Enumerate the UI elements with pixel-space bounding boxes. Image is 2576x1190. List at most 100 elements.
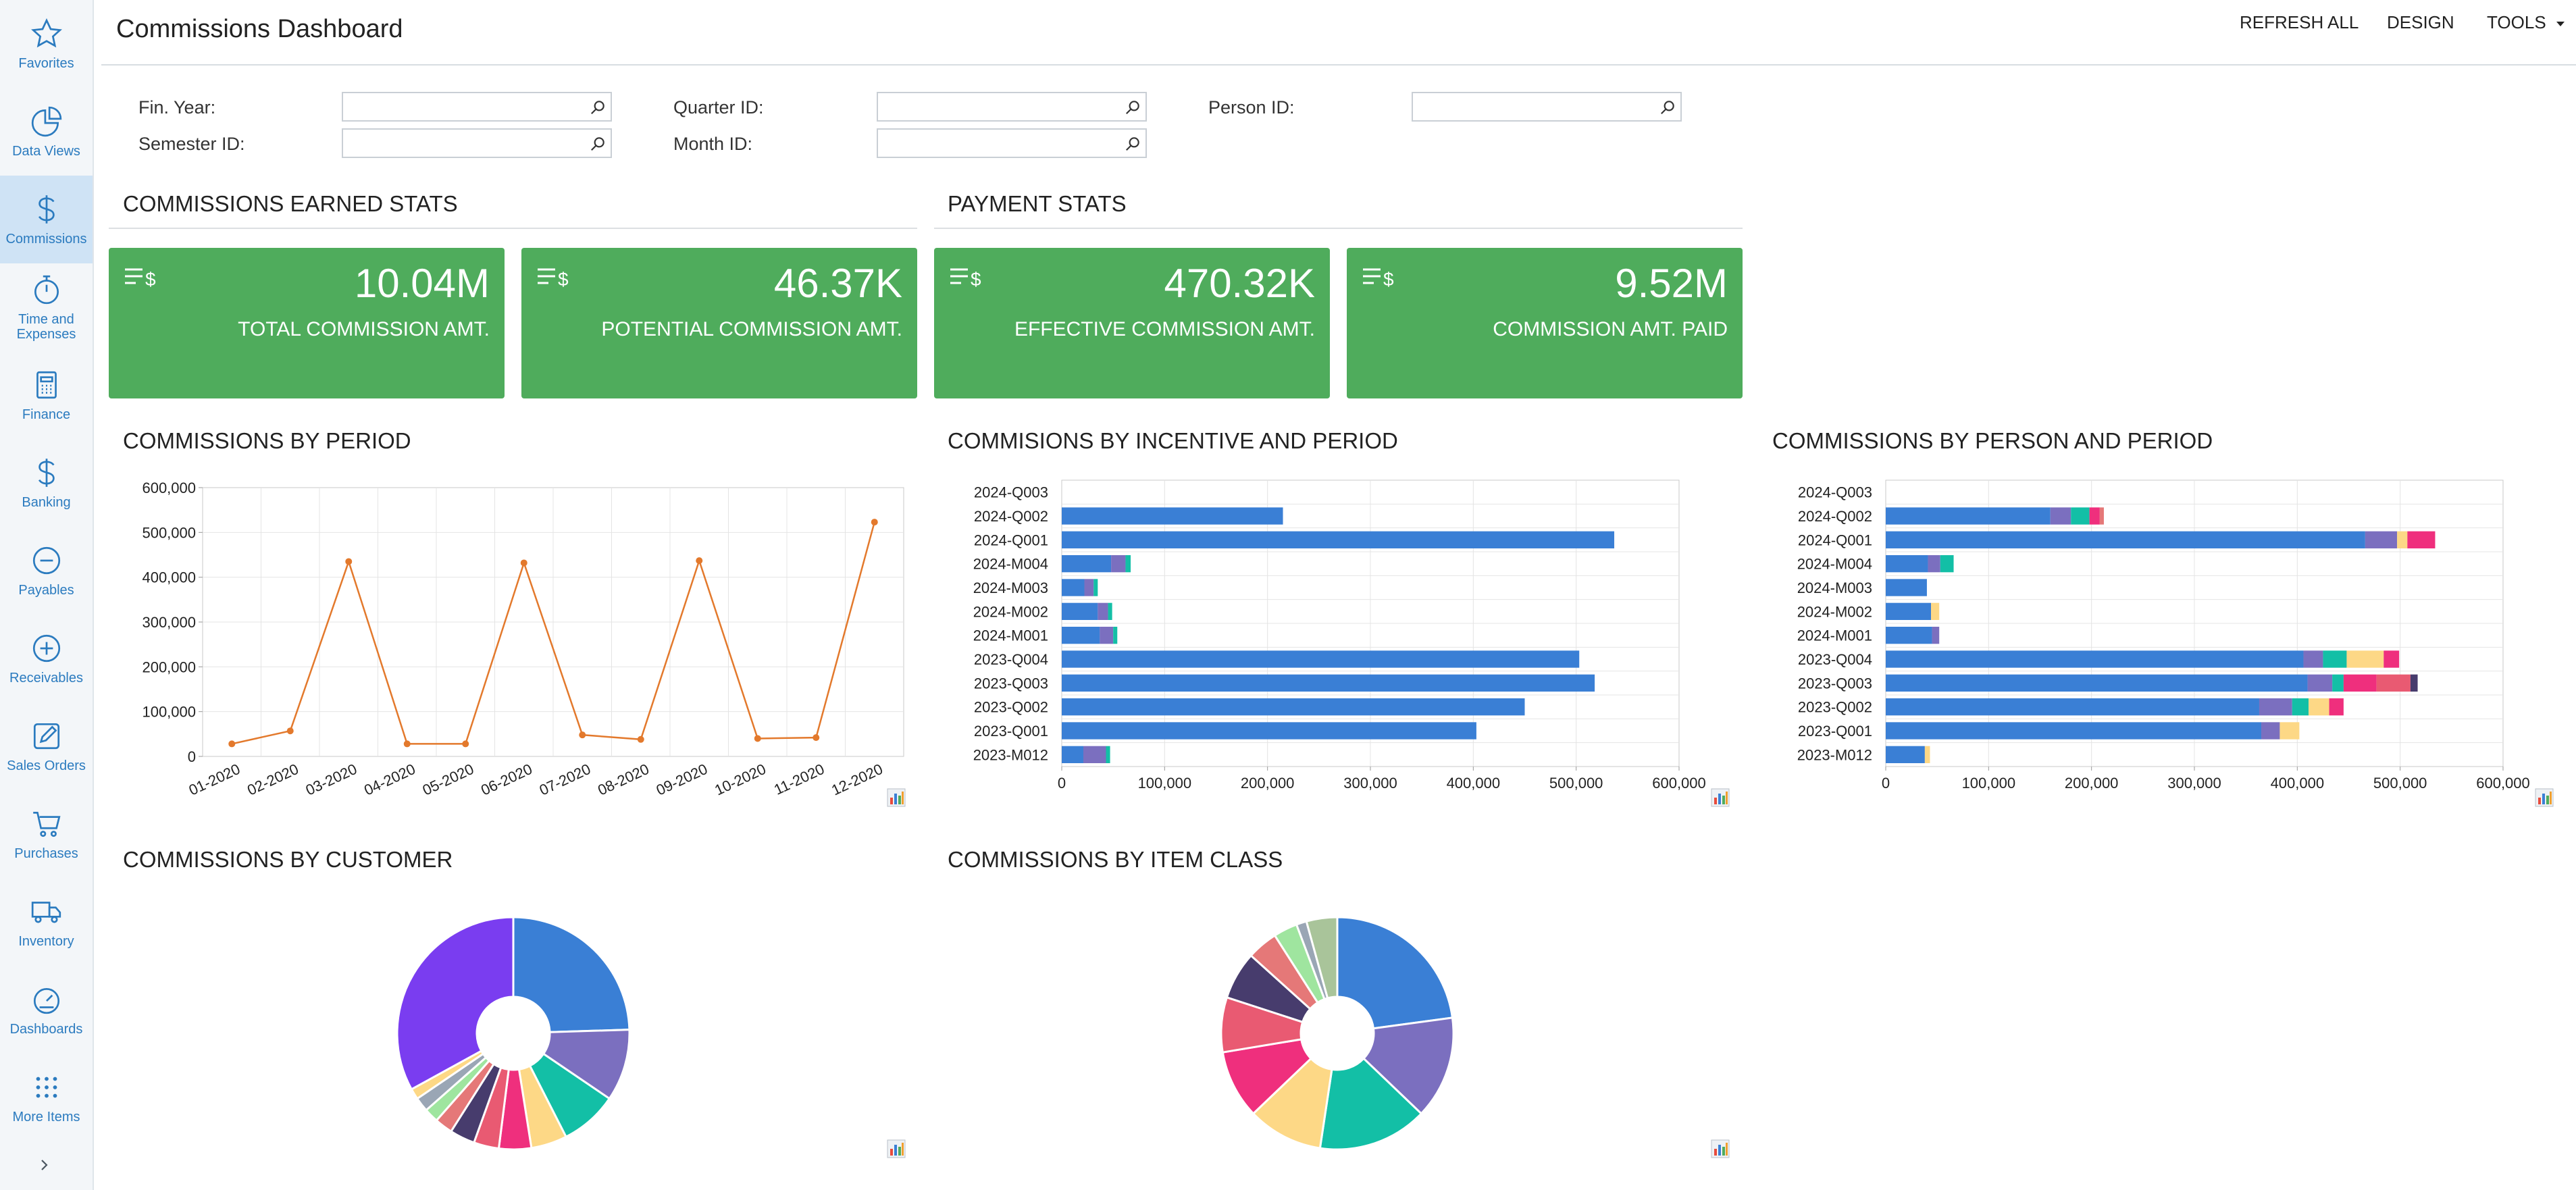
sidebar-item-receivables[interactable]: Receivables — [0, 615, 93, 702]
bar-segment — [1886, 650, 2304, 668]
sidebar-expand-button[interactable] — [30, 1152, 57, 1179]
chart-type-icon[interactable] — [2535, 788, 2554, 807]
y-tick-label: 2023-Q004 — [1798, 651, 1872, 668]
person-id-input[interactable] — [1413, 93, 1643, 120]
sidebar-item-purchases[interactable]: Purchases — [0, 790, 93, 878]
by-item-class-title: COMMISSIONS BY ITEM CLASS — [948, 847, 1283, 872]
y-tick-label: 2023-Q001 — [1798, 723, 1872, 740]
y-tick-label: 2023-M012 — [1797, 746, 1872, 763]
x-tick-label: 300,000 — [2167, 775, 2221, 792]
y-tick-label: 2024-Q002 — [1798, 508, 1872, 525]
pie-slice — [1336, 916, 1454, 1030]
bar-segment — [2303, 650, 2323, 668]
bar-segment — [1932, 627, 1940, 644]
bar-segment — [1106, 746, 1110, 763]
sidebar-item-more-items[interactable]: More Items — [0, 1054, 93, 1141]
kpi-effective-commission[interactable]: $ 470.32K EFFECTIVE COMMISSION AMT. — [934, 248, 1330, 398]
star-icon — [30, 18, 62, 48]
y-tick-label: 2024-M004 — [1797, 556, 1872, 573]
x-tick-label: 08-2020 — [595, 760, 652, 799]
data-point — [462, 740, 469, 748]
month-id-input[interactable] — [878, 130, 1108, 157]
y-tick-label: 2023-Q002 — [974, 699, 1048, 716]
tools-menu-button[interactable]: TOOLS — [2487, 12, 2566, 33]
sidebar-item-label: Payables — [18, 583, 74, 598]
refresh-all-button[interactable]: REFRESH ALL — [2240, 12, 2359, 32]
search-icon[interactable] — [1124, 99, 1141, 116]
bar-segment — [2261, 722, 2280, 740]
bar-segment — [1886, 555, 1928, 573]
bar-segment — [2407, 531, 2436, 548]
bar-segment — [2279, 722, 2300, 740]
bar-segment — [2376, 674, 2411, 692]
data-point — [228, 740, 236, 748]
bar-segment — [1062, 579, 1085, 596]
bar-segment — [1886, 531, 2365, 548]
bar-segment — [2410, 674, 2418, 692]
quarter-id-label: Quarter ID: — [673, 97, 764, 118]
sidebar-item-favorites[interactable]: Favorites — [0, 0, 93, 88]
bar-segment — [1062, 722, 1476, 740]
kpi-commission-paid[interactable]: $ 9.52M COMMISSION AMT. PAID — [1347, 248, 1743, 398]
bar-segment — [1062, 698, 1525, 716]
bar-segment — [2329, 698, 2344, 716]
fin-year-selector[interactable] — [342, 92, 612, 122]
divider — [934, 228, 1743, 229]
x-tick-label: 05-2020 — [420, 760, 477, 799]
kpi-potential-commission[interactable]: $ 46.37K POTENTIAL COMMISSION AMT. — [521, 248, 917, 398]
series-line — [231, 521, 875, 745]
sidebar-item-finance[interactable]: Finance — [0, 351, 93, 439]
x-tick-label: 300,000 — [1343, 775, 1397, 792]
search-icon[interactable] — [589, 135, 607, 153]
bar-segment — [2307, 674, 2333, 692]
search-icon[interactable] — [1124, 135, 1141, 153]
sidebar-item-payables[interactable]: Payables — [0, 527, 93, 615]
kpi-total-commission[interactable]: $ 10.04M TOTAL COMMISSION AMT. — [109, 248, 505, 398]
chart-type-icon[interactable] — [887, 788, 906, 807]
bar-segment — [1886, 602, 1932, 620]
kpi-label: TOTAL COMMISSION AMT. — [238, 318, 490, 340]
sidebar-item-commissions[interactable]: Commissions — [0, 176, 93, 263]
semester-id-input[interactable] — [343, 130, 573, 157]
sidebar-item-banking[interactable]: Banking — [0, 439, 93, 527]
bar-segment — [1886, 507, 2051, 525]
bar-segment — [1062, 627, 1100, 644]
chart-type-icon[interactable] — [1711, 1139, 1730, 1158]
sidebar-item-label: Inventory — [18, 934, 74, 949]
sidebar-item-data-views[interactable]: Data Views — [0, 88, 93, 176]
x-tick-label: 100,000 — [1138, 775, 1192, 792]
search-icon[interactable] — [589, 99, 607, 116]
person-id-selector[interactable] — [1412, 92, 1682, 122]
pie-slice — [396, 916, 515, 1091]
bar-segment — [2346, 650, 2384, 668]
quarter-id-input[interactable] — [878, 93, 1108, 120]
quarter-id-selector[interactable] — [877, 92, 1147, 122]
by-customer-title: COMMISSIONS BY CUSTOMER — [123, 847, 453, 872]
bar-segment — [1062, 507, 1283, 525]
bar-segment — [1928, 555, 1940, 573]
y-tick-label: 2024-Q001 — [1798, 532, 1872, 548]
y-tick-label: 2024-M001 — [1797, 627, 1872, 644]
x-tick-label: 03-2020 — [303, 760, 360, 799]
search-icon[interactable] — [1659, 99, 1676, 116]
bar-segment — [1100, 627, 1114, 644]
chart-type-icon[interactable] — [887, 1139, 906, 1158]
gauge-icon — [33, 988, 59, 1014]
design-button[interactable]: DESIGN — [2387, 12, 2454, 32]
chart-type-icon[interactable] — [1711, 788, 1730, 807]
grid-dots-icon — [36, 1077, 57, 1098]
y-tick-label: 2024-Q003 — [974, 484, 1048, 501]
fin-year-input[interactable] — [343, 93, 573, 120]
commissions-by-person-chart: 0 100,000 200,000 300,000 400,000 500,000 600,… — [1797, 480, 2530, 792]
y-tick-label: 2024-M003 — [1797, 579, 1872, 596]
sidebar-item-time-and-expenses[interactable]: Time and Expenses — [0, 263, 93, 351]
bar-segment — [1886, 674, 2308, 692]
y-tick-label: 100,000 — [142, 704, 196, 721]
semester-id-selector[interactable] — [342, 128, 612, 158]
sidebar-item-sales-orders[interactable]: Sales Orders — [0, 702, 93, 790]
sidebar-item-dashboards[interactable]: Dashboards — [0, 966, 93, 1054]
x-tick-label: 400,000 — [1447, 775, 1501, 792]
month-id-selector[interactable] — [877, 128, 1147, 158]
sidebar-item-inventory[interactable]: Inventory — [0, 878, 93, 966]
earned-stats-title: COMMISSIONS EARNED STATS — [123, 191, 458, 216]
